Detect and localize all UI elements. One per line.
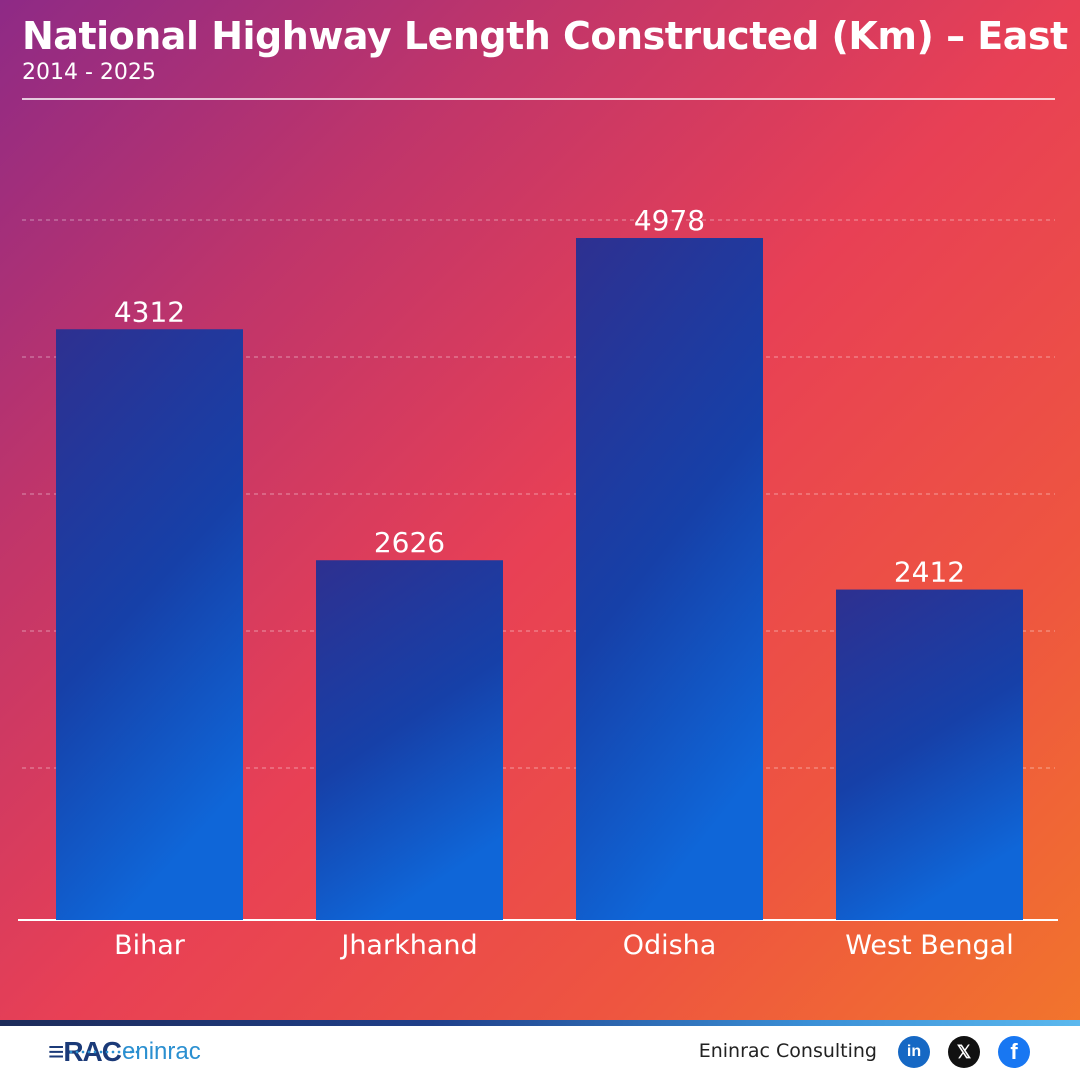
category-label: Odisha [623,930,717,961]
category-label: West Bengal [845,930,1013,961]
x-icon[interactable]: 𝕏 [948,1036,980,1068]
category-label: Bihar [114,930,186,961]
linkedin-icon[interactable]: in [898,1036,930,1068]
chart-title: National Highway Length Constructed (Km)… [22,14,1080,58]
bar-bihar [56,329,243,921]
value-label: 4312 [114,295,185,328]
footer: ≡RAC eninrac Eninrac Consulting in 𝕏 f [0,1020,1080,1080]
header-divider [22,98,1055,100]
chart-subtitle: 2014 - 2025 [22,60,156,85]
facebook-icon[interactable]: f [998,1036,1030,1068]
bar-odisha [576,238,763,921]
value-label: 4978 [634,204,705,237]
bars [56,238,1023,921]
value-label: 2626 [374,526,445,559]
bar-jharkhand [316,560,503,920]
category-label: Jharkhand [339,930,477,961]
brand-name: Eninrac Consulting [698,1040,877,1062]
value-labels: 4312 2626 4978 2412 [114,204,965,589]
logo-dots [68,1050,138,1054]
value-label: 2412 [894,556,965,589]
category-labels: Bihar Jharkhand Odisha West Bengal [114,930,1014,961]
footer-stripe [0,1020,1080,1026]
bar-west-bengal [836,589,1023,920]
bar-chart: 4312 2626 4978 2412 Bihar Jharkhand Odisha Wes… [56,204,1023,961]
